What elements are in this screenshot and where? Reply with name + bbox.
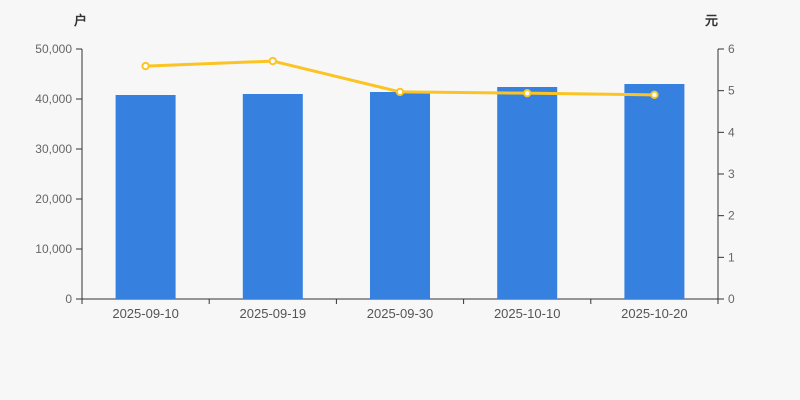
bar[interactable] [370, 92, 430, 299]
right-axis-unit-label: 元 [705, 13, 719, 28]
bar[interactable] [115, 95, 176, 299]
x-axis-category-label: 2025-09-10 [112, 306, 179, 321]
right-axis-tick-label: 5 [728, 84, 735, 98]
x-axis-category-label: 2025-09-30 [367, 306, 434, 321]
right-axis-tick-label: 4 [728, 125, 735, 139]
bar[interactable] [242, 94, 303, 299]
x-axis-category-label: 2025-10-20 [621, 306, 688, 321]
right-axis-tick-label: 3 [728, 167, 735, 181]
right-axis-tick-label: 6 [728, 42, 735, 56]
left-axis-unit-label: 户 [74, 13, 88, 28]
right-axis-tick-label: 1 [728, 250, 735, 264]
line-marker[interactable] [523, 88, 532, 98]
line-marker[interactable] [395, 87, 405, 97]
left-axis-tick-label: 0 [65, 292, 72, 306]
left-axis-tick-label: 20,000 [35, 192, 72, 206]
right-axis-tick-label: 2 [728, 209, 735, 223]
left-axis-tick-label: 40,000 [35, 92, 72, 106]
x-axis-category-label: 2025-09-19 [240, 306, 307, 321]
bar[interactable] [624, 84, 685, 299]
left-axis-tick-label: 10,000 [35, 242, 72, 256]
left-axis-tick-label: 50,000 [35, 42, 72, 56]
bar[interactable] [497, 87, 558, 299]
x-axis-category-label: 2025-10-10 [494, 306, 561, 321]
line-marker[interactable] [650, 90, 659, 100]
line-marker[interactable] [141, 61, 150, 71]
left-axis-tick-label: 30,000 [35, 142, 72, 156]
line-marker[interactable] [268, 56, 277, 66]
right-axis-tick-label: 0 [728, 292, 735, 306]
